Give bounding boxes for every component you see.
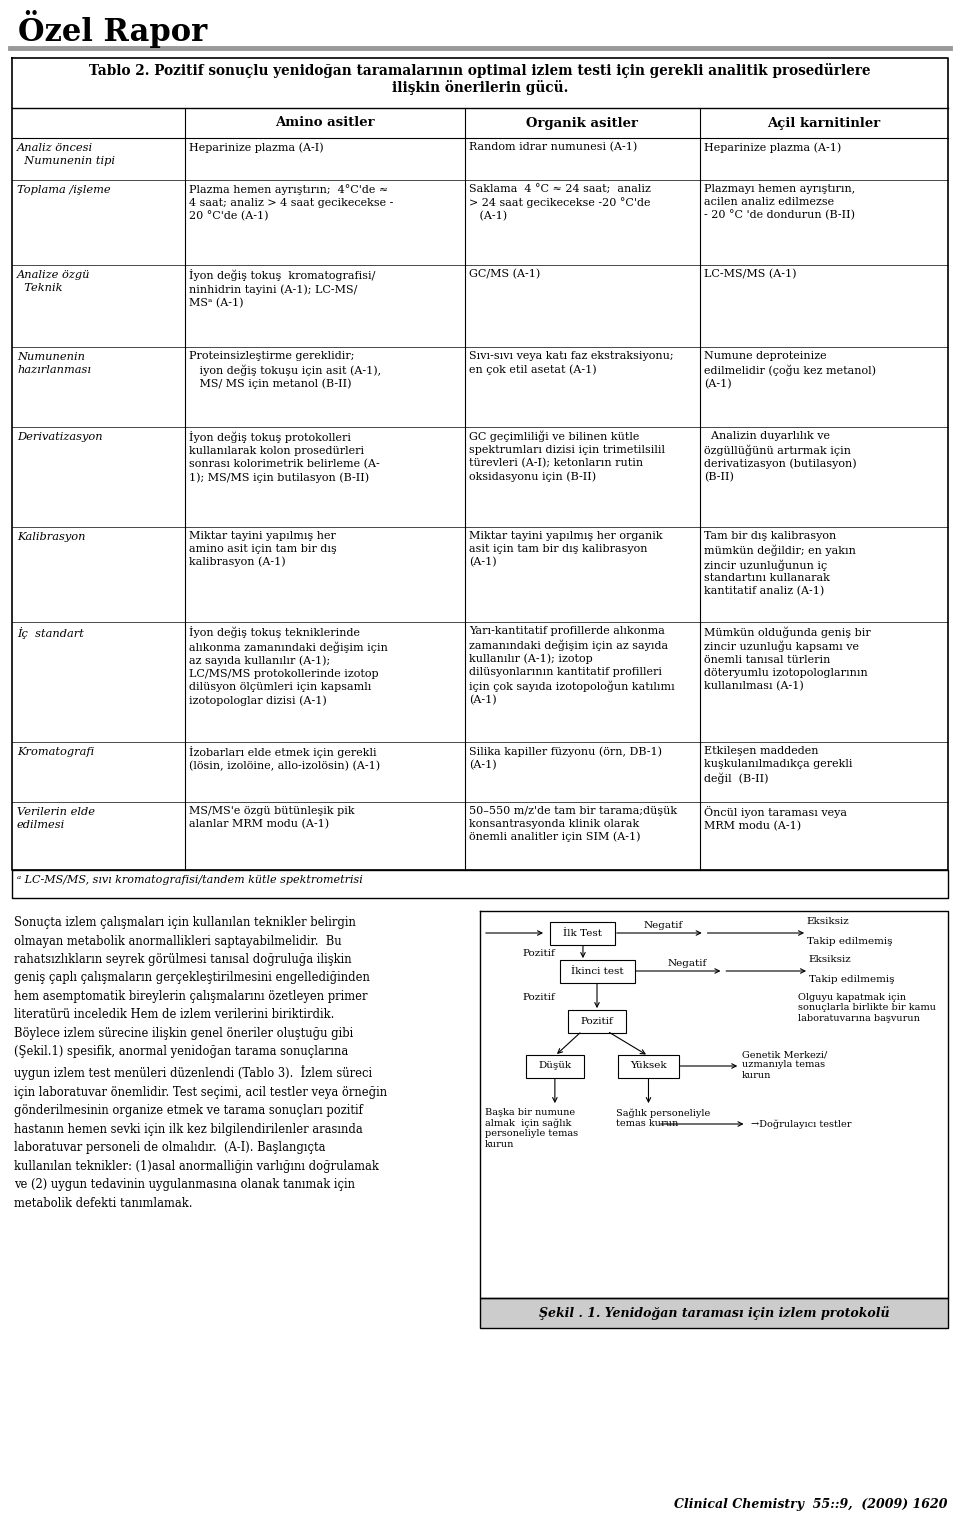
Text: Etkileşen maddeden
kuşkulanılmadıkça gerekli
değil  (B-II): Etkileşen maddeden kuşkulanılmadıkça ger… (704, 746, 852, 784)
Text: LC-MS/MS (A-1): LC-MS/MS (A-1) (704, 269, 797, 279)
Text: ᵃ LC-MS/MS, sıvı kromatografisi/tandem kütle spektrometrisi: ᵃ LC-MS/MS, sıvı kromatografisi/tandem k… (17, 875, 363, 886)
FancyBboxPatch shape (560, 960, 635, 983)
Text: Takip edilmemiş: Takip edilmemiş (809, 975, 895, 983)
Text: Açil karnitinler: Açil karnitinler (767, 117, 880, 129)
Text: İyon değiş tokuş  kromatografisi/
ninhidrin tayini (A-1); LC-MS/
MSᵃ (A-1): İyon değiş tokuş kromatografisi/ ninhidr… (189, 269, 375, 308)
Text: Heparinize plazma (A-I): Heparinize plazma (A-I) (189, 141, 324, 152)
Text: →Doğrulayıcı testler: →Doğrulayıcı testler (752, 1120, 852, 1129)
Text: Olguyu kapatmak için
sonuçlarla birlikte bir kamu
laboratuvarına başvurun: Olguyu kapatmak için sonuçlarla birlikte… (799, 993, 936, 1022)
Text: Pozitif: Pozitif (522, 948, 555, 957)
Text: İç  standart: İç standart (17, 627, 84, 639)
Text: GC geçimliliği ve bilinen kütle
spektrumları dizisi için trimetilsilil
türevleri: GC geçimliliği ve bilinen kütle spektrum… (469, 431, 665, 482)
Text: Plazmayı hemen ayrıştırın,
acilen analiz edilmezse
- 20 °C 'de dondurun (B-II): Plazmayı hemen ayrıştırın, acilen analiz… (704, 184, 855, 220)
Text: Miktar tayini yapılmış her
amino asit için tam bir dış
kalibrasyon (A-1): Miktar tayini yapılmış her amino asit iç… (189, 532, 337, 568)
Text: Takip edilmemiş: Takip edilmemiş (807, 937, 893, 945)
Text: Numunenin tipi: Numunenin tipi (17, 156, 115, 166)
Text: Yarı-kantitatif profillerde alıkonma
zamanındaki değişim için az sayıda
kullanıl: Yarı-kantitatif profillerde alıkonma zam… (469, 626, 675, 705)
Text: İkinci test: İkinci test (570, 966, 623, 975)
Text: Amino asitler: Amino asitler (276, 117, 374, 129)
Text: GC/MS (A-1): GC/MS (A-1) (469, 269, 540, 279)
Text: Pozitif: Pozitif (522, 993, 555, 1003)
Text: Düşük: Düşük (539, 1062, 571, 1071)
Text: İyon değiş tokuş tekniklerinde
alıkonma zamanındaki değişim için
az sayıda kulla: İyon değiş tokuş tekniklerinde alıkonma … (189, 626, 388, 706)
Text: Plazma hemen ayrıştırın;  4°C'de ≈
4 saat; analiz > 4 saat gecikecekse -
20 °C'd: Plazma hemen ayrıştırın; 4°C'de ≈ 4 saat… (189, 184, 394, 222)
Text: Sağlık personeliyle
temas kurun: Sağlık personeliyle temas kurun (615, 1107, 710, 1129)
FancyBboxPatch shape (526, 1054, 584, 1077)
Text: Clinical Chemistry  55::9,  (2009) 1620: Clinical Chemistry 55::9, (2009) 1620 (675, 1498, 948, 1511)
Text: Silika kapiller füzyonu (örn, DB-1)
(A-1): Silika kapiller füzyonu (örn, DB-1) (A-1… (469, 746, 662, 770)
Text: Eksiksiz: Eksiksiz (809, 954, 852, 963)
Text: 50–550 m/z'de tam bir tarama;düşük
konsantrasyonda klinik olarak
önemli analitle: 50–550 m/z'de tam bir tarama;düşük konsa… (469, 807, 677, 843)
Text: Eksiksiz: Eksiksiz (807, 916, 850, 925)
Text: Verilerin elde: Verilerin elde (17, 807, 95, 817)
FancyBboxPatch shape (568, 1010, 626, 1033)
Text: Yüksek: Yüksek (630, 1062, 667, 1071)
Text: Pozitif: Pozitif (581, 1016, 613, 1025)
Text: Derivatizasyon: Derivatizasyon (17, 431, 103, 442)
Text: Proteinsizleştirme gereklidir;
   iyon değiş tokuşu için asit (A-1),
   MS/ MS i: Proteinsizleştirme gereklidir; iyon deği… (189, 351, 381, 389)
FancyBboxPatch shape (618, 1054, 679, 1077)
Text: Tam bir dış kalibrasyon
mümkün değildir; en yakın
zincir uzunluğunun iç
standart: Tam bir dış kalibrasyon mümkün değildir;… (704, 532, 856, 597)
Text: Kromatografi: Kromatografi (17, 747, 94, 756)
Text: hazırlanması: hazırlanması (17, 365, 91, 375)
Text: Heparinize plazma (A-1): Heparinize plazma (A-1) (704, 141, 841, 152)
Text: Mümkün olduğunda geniş bir
zincir uzunluğu kapsamı ve
önemli tanısal türlerin
dö: Mümkün olduğunda geniş bir zincir uzunlu… (704, 626, 871, 691)
Text: Organik asitler: Organik asitler (526, 117, 638, 129)
Text: Kalibrasyon: Kalibrasyon (17, 532, 85, 542)
Text: Numune deproteinize
edilmelidir (çoğu kez metanol)
(A-1): Numune deproteinize edilmelidir (çoğu ke… (704, 351, 876, 389)
Text: Analize özgü: Analize özgü (17, 270, 90, 279)
Text: Toplama /işleme: Toplama /işleme (17, 185, 110, 194)
Text: Teknik: Teknik (17, 283, 62, 293)
Text: Sonuçta izlem çalışmaları için kullanılan teknikler belirgin
olmayan metabolik a: Sonuçta izlem çalışmaları için kullanıla… (14, 916, 387, 1209)
Text: Başka bir numune
almak  için sağlık
personeliyle temas
kurun: Başka bir numune almak için sağlık perso… (485, 1107, 578, 1148)
Text: Miktar tayini yapılmış her organik
asit için tam bir dış kalibrasyon
(A-1): Miktar tayini yapılmış her organik asit … (469, 532, 662, 567)
Text: edilmesi: edilmesi (17, 820, 65, 829)
Text: İzobarları elde etmek için gerekli
(lösin, izolöine, allo-izolösin) (A-1): İzobarları elde etmek için gerekli (lösi… (189, 746, 380, 772)
Text: Random idrar numunesi (A-1): Random idrar numunesi (A-1) (469, 141, 637, 152)
Text: Şekil . 1. Yenidoğan taraması için izlem protokolü: Şekil . 1. Yenidoğan taraması için izlem… (539, 1306, 889, 1320)
Text: Analiz öncesi: Analiz öncesi (17, 143, 93, 153)
Text: Analizin duyarlılık ve
özgüllüğünü artırmak için
derivatizasyon (butilasyon)
(B-: Analizin duyarlılık ve özgüllüğünü artır… (704, 431, 856, 483)
Text: Saklama  4 °C ≈ 24 saat;  analiz
> 24 saat gecikecekse -20 °C'de
   (A-1): Saklama 4 °C ≈ 24 saat; analiz > 24 saat… (469, 184, 651, 222)
Text: Özel Rapor: Özel Rapor (18, 11, 207, 49)
Text: Negatif: Negatif (667, 958, 707, 968)
Text: Numunenin: Numunenin (17, 352, 85, 362)
Text: İyon değiş tokuş protokolleri
kullanılarak kolon prosedürleri
sonrası kolorimetr: İyon değiş tokuş protokolleri kullanılar… (189, 431, 380, 483)
Text: Öncül iyon taraması veya
MRM modu (A-1): Öncül iyon taraması veya MRM modu (A-1) (704, 807, 847, 831)
Text: Genetik Merkezi/
uzmanıyla temas
kurun: Genetik Merkezi/ uzmanıyla temas kurun (742, 1050, 828, 1080)
FancyBboxPatch shape (550, 922, 615, 945)
Text: Negatif: Negatif (644, 921, 684, 930)
Text: Sıvı-sıvı veya katı faz ekstraksiyonu;
en çok etil asetat (A-1): Sıvı-sıvı veya katı faz ekstraksiyonu; e… (469, 351, 674, 375)
Text: MS/MS'e özgü bütünleşik pik
alanlar MRM modu (A-1): MS/MS'e özgü bütünleşik pik alanlar MRM … (189, 807, 354, 829)
Text: Tablo 2. Pozitif sonuçlu yenidoğan taramalarının optimal izlem testi için gerekl: Tablo 2. Pozitif sonuçlu yenidoğan taram… (89, 62, 871, 96)
FancyBboxPatch shape (480, 1299, 948, 1328)
Text: İlk Test: İlk Test (564, 928, 603, 937)
